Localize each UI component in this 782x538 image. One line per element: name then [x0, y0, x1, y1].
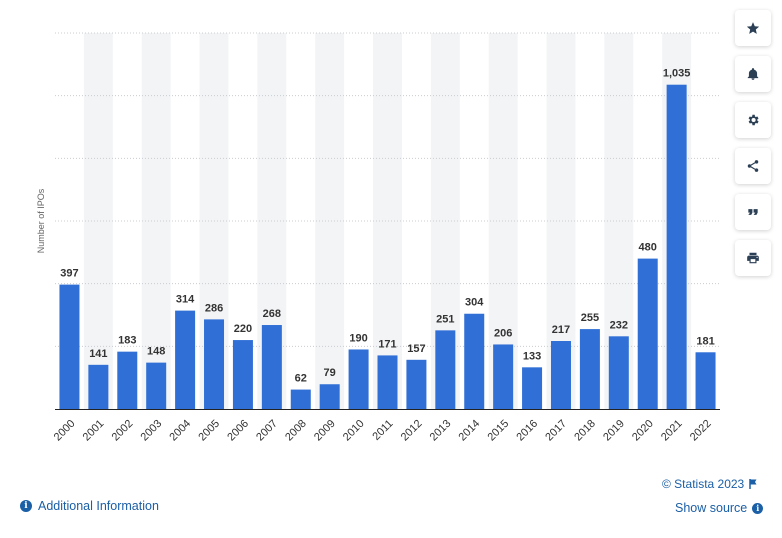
bar-2016 — [522, 367, 543, 409]
data-label-2005: 286 — [205, 302, 223, 314]
info-icon: i — [752, 502, 764, 514]
bar-2015 — [493, 344, 514, 409]
settings-button[interactable] — [735, 102, 771, 138]
x-tick-label-2015: 2015 — [485, 418, 511, 444]
share-icon — [747, 160, 759, 172]
flag-icon — [749, 479, 757, 489]
bar-2010 — [348, 349, 369, 409]
bar-2018 — [579, 329, 600, 409]
show-source-label: Show source — [675, 501, 748, 515]
x-tick-label-2001: 2001 — [81, 418, 107, 444]
data-label-2009: 79 — [324, 367, 336, 379]
x-tick-label-2022: 2022 — [688, 418, 714, 444]
data-label-2013: 251 — [436, 313, 454, 325]
x-tick-label-2013: 2013 — [428, 418, 454, 444]
data-label-2014: 304 — [465, 297, 484, 309]
bar-2006 — [232, 340, 253, 409]
bar-2017 — [550, 341, 571, 409]
bar-2022 — [695, 352, 716, 409]
cite-button[interactable] — [735, 194, 771, 230]
x-tick-label-2000: 2000 — [52, 418, 78, 444]
show-source-link[interactable]: Show source i — [675, 501, 764, 515]
print-button[interactable] — [735, 240, 771, 276]
data-label-2007: 268 — [263, 308, 281, 320]
x-tick-label-2011: 2011 — [370, 418, 395, 443]
x-tick-label-2016: 2016 — [514, 418, 540, 444]
data-label-2019: 232 — [610, 319, 628, 331]
background-band — [315, 33, 345, 409]
x-tick-label-2010: 2010 — [341, 418, 367, 444]
x-tick-label-2019: 2019 — [601, 418, 627, 444]
bar-2009 — [319, 384, 340, 409]
data-label-2016: 133 — [523, 350, 541, 362]
bar-2000 — [59, 284, 80, 409]
y-axis-label: Number of IPOs — [36, 188, 46, 253]
x-tick-label-2012: 2012 — [399, 418, 425, 444]
bar-2008 — [290, 389, 311, 409]
statista-credit-link[interactable]: © Statista 2023 — [662, 477, 758, 491]
x-tick-label-2018: 2018 — [572, 418, 598, 444]
credit-label: © Statista 2023 — [662, 477, 745, 491]
bar-2021 — [666, 84, 687, 409]
x-tick-label-2004: 2004 — [167, 418, 193, 444]
x-tick-label-2014: 2014 — [457, 418, 483, 444]
favorite-button[interactable] — [735, 10, 771, 46]
data-label-2003: 148 — [147, 346, 165, 358]
data-label-2006: 220 — [234, 323, 252, 335]
data-label-2018: 255 — [581, 312, 599, 324]
bar-2002 — [117, 351, 138, 409]
x-tick-label-2008: 2008 — [283, 418, 309, 444]
additional-information-link[interactable]: i Additional Information — [20, 499, 159, 513]
bar-2014 — [464, 313, 485, 409]
x-tick-label-2003: 2003 — [139, 418, 165, 444]
x-tick-label-2007: 2007 — [254, 418, 280, 444]
gear-icon — [748, 114, 759, 126]
quote-icon — [748, 209, 758, 215]
bar-2012 — [406, 359, 427, 409]
data-label-2022: 181 — [696, 335, 714, 347]
star-icon — [746, 22, 760, 34]
additional-information-label: Additional Information — [38, 499, 159, 513]
data-label-2008: 62 — [295, 373, 307, 385]
data-label-2020: 480 — [639, 242, 657, 254]
bar-2001 — [88, 364, 109, 409]
data-label-2017: 217 — [552, 324, 570, 336]
x-tick-label-2006: 2006 — [225, 418, 251, 444]
data-label-2010: 190 — [349, 332, 367, 344]
data-label-2011: 171 — [378, 338, 396, 350]
chart-toolbar — [735, 10, 773, 286]
data-label-2002: 183 — [118, 335, 136, 347]
x-tick-label-2009: 2009 — [312, 418, 338, 444]
data-label-2004: 314 — [176, 294, 195, 306]
data-label-2012: 157 — [407, 343, 425, 355]
bar-2011 — [377, 355, 398, 409]
bar-2013 — [435, 330, 456, 409]
bar-2020 — [637, 258, 658, 409]
data-label-2021: 1,035 — [663, 68, 691, 80]
bar-2004 — [175, 310, 196, 409]
bar-2019 — [608, 336, 629, 409]
background-band — [141, 33, 171, 409]
print-icon — [747, 252, 759, 264]
data-label-2000: 397 — [60, 268, 78, 280]
info-icon: i — [20, 500, 32, 512]
x-tick-label-2002: 2002 — [110, 418, 136, 444]
bar-2003 — [146, 362, 167, 409]
x-tick-label-2005: 2005 — [196, 418, 222, 444]
notification-button[interactable] — [735, 56, 771, 92]
bar-2005 — [204, 319, 225, 409]
bar-2007 — [261, 325, 282, 409]
x-tick-label-2020: 2020 — [630, 418, 656, 444]
x-tick-label-2021: 2021 — [659, 418, 685, 444]
share-button[interactable] — [735, 148, 771, 184]
bell-icon — [747, 68, 759, 80]
x-tick-label-2017: 2017 — [543, 418, 569, 444]
data-label-2001: 141 — [89, 348, 107, 360]
data-label-2015: 206 — [494, 327, 512, 339]
